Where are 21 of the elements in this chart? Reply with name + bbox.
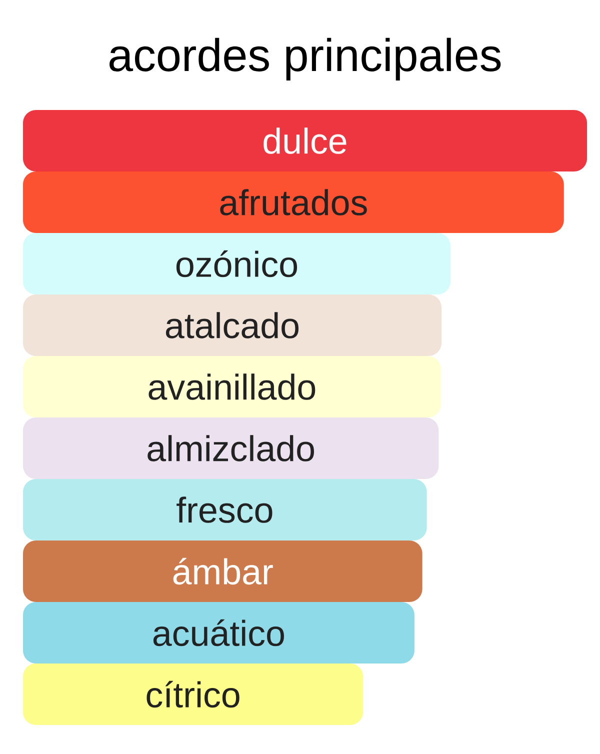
bar [23, 602, 414, 664]
y-tick-label: avainillado [148, 374, 316, 400]
y-tick-label: almizclado [148, 435, 314, 462]
bar [23, 540, 422, 602]
bar [23, 664, 364, 726]
bar [23, 479, 427, 541]
y-tick-label: ámbar [173, 558, 273, 585]
y-tick-label: ozónico [176, 250, 298, 278]
y-tick-label: fresco [176, 496, 272, 523]
bar [23, 233, 451, 294]
bar [23, 418, 439, 480]
bar [23, 294, 442, 356]
bar [23, 172, 564, 233]
y-tick-label: acuático [153, 619, 284, 646]
y-tick-label: afrutados [220, 189, 367, 216]
y-tick-label: dulce [264, 128, 346, 154]
bar [23, 356, 441, 418]
bar [23, 110, 588, 172]
y-tick-label: cítrico [146, 680, 240, 708]
chart-title: acordes principales [110, 38, 501, 81]
y-tick-label: atalcado [166, 312, 299, 338]
